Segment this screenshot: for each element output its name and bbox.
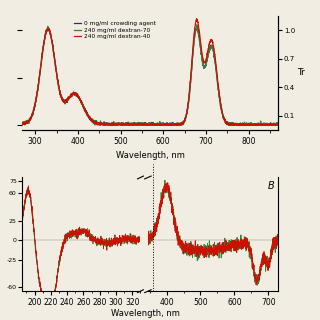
Line: 240 mg/ml dextran-70: 240 mg/ml dextran-70 [22,25,278,125]
240 mg/ml dextran-40 [51,44,54,48]
240 mg/ml dextran-70 [135,123,139,126]
240 mg/ml dextran-70 [51,42,54,46]
Legend: 0 mg/ml crowding agent, 240 mg/ml dextran-70, 240 mg/ml dextran-40: 0 mg/ml crowding agent, 240 mg/ml dextra… [71,19,158,42]
240 mg/ml dextran-70 [20,121,24,124]
240 mg/ml dextran-40 [20,123,24,126]
0 mg/ml crowding agent [51,42,54,46]
Line: 0 mg/ml crowding agent: 0 mg/ml crowding agent [22,26,278,125]
240 mg/ml dextran-40 [195,17,198,20]
240 mg/ml dextran-40 [139,123,143,126]
0 mg/ml crowding agent [129,122,133,126]
0 mg/ml crowding agent [20,121,24,125]
240 mg/ml dextran-70 [139,123,143,127]
0 mg/ml crowding agent [40,53,44,57]
X-axis label: Wavelength, nm: Wavelength, nm [116,151,185,160]
0 mg/ml crowding agent [166,122,170,125]
240 mg/ml dextran-70 [129,121,133,125]
240 mg/ml dextran-40 [40,53,44,57]
Y-axis label: Tr: Tr [297,68,305,77]
240 mg/ml dextran-40 [276,123,280,127]
Text: Wavelength, nm: Wavelength, nm [111,309,180,318]
240 mg/ml dextran-70 [97,123,101,127]
240 mg/ml dextran-40 [98,123,102,127]
240 mg/ml dextran-70 [166,122,170,125]
Line: 240 mg/ml dextran-40: 240 mg/ml dextran-40 [22,19,278,125]
0 mg/ml crowding agent [139,123,143,127]
240 mg/ml dextran-70 [276,123,280,127]
240 mg/ml dextran-40 [135,123,139,126]
240 mg/ml dextran-40 [129,122,133,126]
240 mg/ml dextran-40 [166,123,170,127]
240 mg/ml dextran-70 [195,23,199,27]
0 mg/ml crowding agent [195,24,199,28]
0 mg/ml crowding agent [96,123,100,127]
Text: B: B [268,181,275,191]
0 mg/ml crowding agent [276,123,280,126]
0 mg/ml crowding agent [135,123,139,127]
240 mg/ml dextran-70 [40,52,44,56]
